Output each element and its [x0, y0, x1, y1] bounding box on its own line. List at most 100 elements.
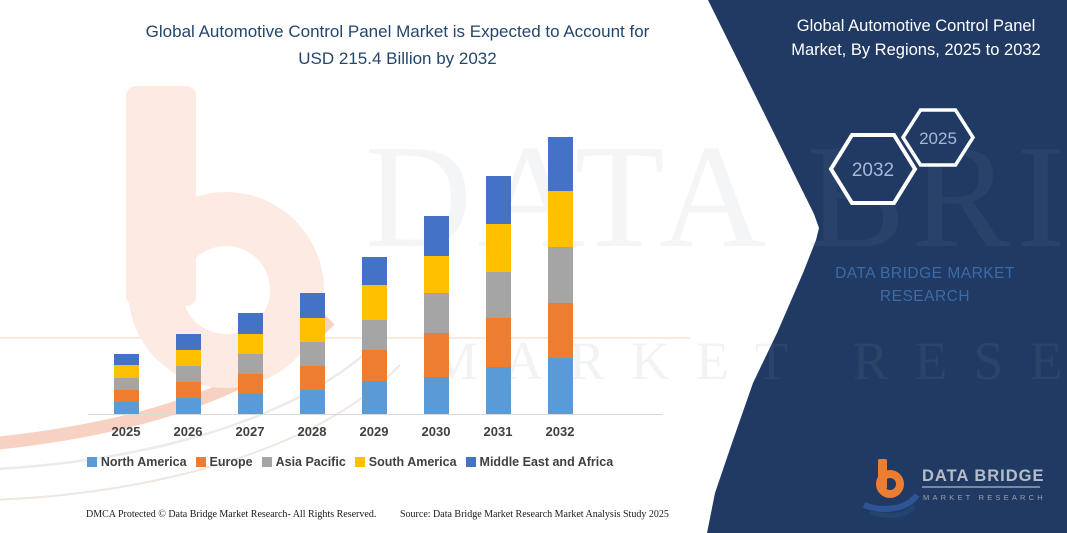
footer-copyright: DMCA Protected © Data Bridge Market Rese…: [86, 509, 377, 520]
bar-segment-north-america: [299, 389, 325, 414]
bar-segment-middle-east-and-africa: [547, 136, 573, 191]
bar-segment-middle-east-and-africa: [423, 215, 449, 257]
logo-swoosh-upper: [862, 493, 920, 512]
x-axis-labels: 2025 2026 2027 2028 2029 2030 2031 2032: [95, 424, 591, 439]
x-axis-label: 2028: [297, 424, 327, 439]
stacked-bar-2028: [299, 293, 325, 414]
bar-segment-south-america: [175, 350, 201, 367]
bar-segment-asia-pacific: [547, 247, 573, 303]
x-axis-label: 2029: [359, 424, 389, 439]
bar-segment-middle-east-and-africa: [175, 334, 201, 351]
x-axis-label: 2025: [111, 424, 141, 439]
hexagon-2025-shape: [900, 108, 976, 167]
chart-title-line2: USD 215.4 Billion by 2032: [298, 49, 497, 68]
panel-title-line1: Global Automotive Control Panel: [796, 17, 1036, 35]
bar-segment-south-america: [113, 364, 139, 378]
dbmr-logo: DATA BRIDGE MARKET RESEARCH: [862, 459, 1046, 518]
bar-segment-middle-east-and-africa: [299, 293, 325, 318]
legend-swatch: [86, 457, 97, 467]
chart-title-line1: Global Automotive Control Panel Market i…: [145, 22, 650, 41]
stacked-bar-2026: [175, 334, 201, 414]
bar-segment-north-america: [175, 398, 201, 414]
legend-swatch: [354, 457, 365, 467]
bar-segment-north-america: [113, 401, 139, 414]
bar-slot: [467, 176, 529, 414]
bar-segment-south-america: [547, 190, 573, 248]
bar-segment-middle-east-and-africa: [485, 176, 511, 225]
bar-segment-south-america: [423, 256, 449, 294]
legend-item: Middle East and Africa: [465, 455, 614, 469]
x-axis-label: 2026: [173, 424, 203, 439]
x-axis-label: 2027: [235, 424, 265, 439]
bar-segment-south-america: [361, 284, 387, 320]
bar-segment-europe: [423, 333, 449, 377]
chart-legend: North America Europe Asia Pacific South Ame…: [70, 455, 630, 469]
panel-brand-text: DATA BRIDGE MARKET RESEARCH: [800, 262, 1050, 308]
bar-segment-europe: [547, 302, 573, 359]
panel-brand-line2: RESEARCH: [879, 288, 971, 305]
bar-segment-north-america: [547, 358, 573, 414]
bar-segment-europe: [175, 382, 201, 398]
stacked-bar-2032: [547, 136, 573, 414]
bar-slot: [219, 313, 281, 414]
chart-title: Global Automotive Control Panel Market i…: [80, 18, 715, 72]
legend-item: Asia Pacific: [261, 455, 346, 469]
legend-label: North America: [100, 455, 187, 469]
footer-source: Source: Data Bridge Market Research Mark…: [400, 509, 669, 520]
bar-segment-middle-east-and-africa: [361, 257, 387, 285]
bar-segment-north-america: [237, 393, 263, 414]
logo-b-icon-bowl: [876, 470, 904, 498]
panel-brand-line1: DATA BRIDGE MARKET: [835, 265, 1015, 282]
bar-slot: [95, 353, 157, 414]
x-axis-line: [88, 414, 663, 415]
hexagon-2032: 2032: [828, 133, 918, 205]
stacked-bar-2030: [423, 215, 449, 414]
bar-segment-south-america: [299, 317, 325, 342]
bar-slot: [405, 215, 467, 414]
legend-item: Europe: [195, 455, 253, 469]
legend-item: South America: [354, 455, 457, 469]
bar-segment-north-america: [423, 376, 449, 414]
legend-label: Asia Pacific: [275, 455, 346, 469]
stacked-bar-2025: [113, 353, 139, 414]
bar-segment-europe: [485, 318, 511, 367]
bar-segment-south-america: [237, 333, 263, 354]
legend-swatch: [195, 457, 206, 467]
legend-swatch: [261, 457, 272, 467]
bar-segment-asia-pacific: [299, 341, 325, 366]
legend-label: Europe: [209, 455, 253, 469]
logo-swoosh-lower: [869, 504, 917, 518]
hexagon-2032-label: 2032: [852, 160, 894, 181]
bar-segment-europe: [299, 365, 325, 390]
legend-swatch: [465, 457, 476, 467]
bar-slot: [157, 334, 219, 414]
bar-segment-south-america: [485, 224, 511, 272]
bar-segment-north-america: [485, 366, 511, 414]
stacked-bar-2031: [485, 176, 511, 414]
stacked-bar-2029: [361, 257, 387, 414]
bar-segment-asia-pacific: [113, 377, 139, 390]
bar-slot: [529, 136, 591, 414]
hexagon-2025: 2025: [900, 108, 976, 167]
bar-segment-europe: [361, 349, 387, 382]
bar-slot: [281, 293, 343, 414]
bar-segment-asia-pacific: [237, 353, 263, 374]
hexagon-2025-label: 2025: [919, 129, 957, 148]
bar-segment-asia-pacific: [361, 319, 387, 350]
logo-name-bottom: MARKET RESEARCH: [923, 493, 1046, 502]
plot-area: [95, 119, 591, 414]
hexagon-2032-shape: [828, 133, 918, 205]
panel-title-line2: Market, By Regions, 2025 to 2032: [791, 41, 1041, 59]
legend-label: Middle East and Africa: [479, 455, 614, 469]
legend-item: North America: [86, 455, 187, 469]
bar-segment-middle-east-and-africa: [113, 353, 139, 365]
x-axis-label: 2030: [421, 424, 451, 439]
bar-segment-middle-east-and-africa: [237, 313, 263, 334]
stacked-bar-2027: [237, 313, 263, 414]
bar-segment-asia-pacific: [423, 293, 449, 334]
panel-title: Global Automotive Control Panel Market, …: [770, 14, 1062, 62]
bar-segment-asia-pacific: [485, 271, 511, 319]
x-axis-label: 2032: [545, 424, 575, 439]
bar-segment-asia-pacific: [175, 366, 201, 382]
